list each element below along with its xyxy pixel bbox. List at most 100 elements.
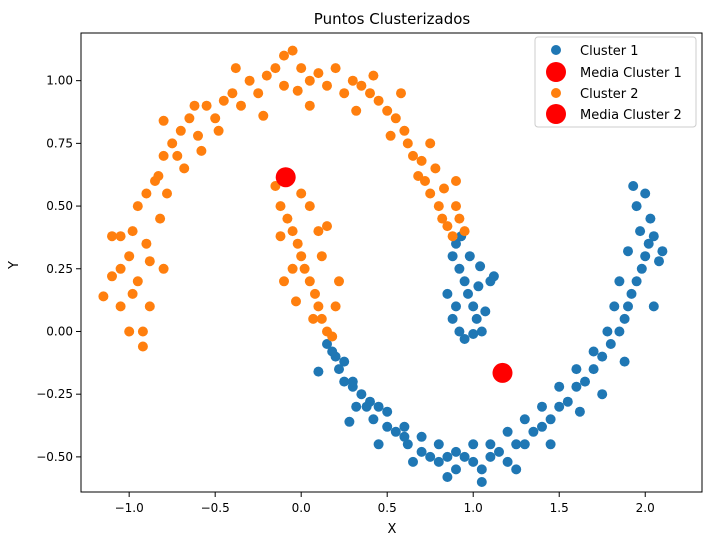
legend-label-cluster1: Cluster 1 <box>580 44 639 59</box>
data-point-cluster2 <box>132 276 143 287</box>
data-point-cluster2 <box>430 163 441 174</box>
data-point-cluster2 <box>310 288 320 299</box>
data-point-cluster2 <box>201 100 212 111</box>
data-point-cluster1 <box>464 251 475 262</box>
y-tick-label: 0.75 <box>46 136 73 150</box>
data-point-cluster1 <box>537 421 547 432</box>
legend-label-mean1: Media Cluster 1 <box>580 66 682 81</box>
data-point-cluster1 <box>519 414 530 425</box>
data-point-cluster2 <box>322 80 332 91</box>
data-point-cluster2 <box>316 251 327 262</box>
data-point-cluster1 <box>433 439 444 450</box>
data-point-cluster2 <box>115 301 126 312</box>
data-point-cluster2 <box>368 70 379 81</box>
data-point-cluster2 <box>172 150 183 161</box>
data-point-cluster1 <box>580 376 590 387</box>
x-axis-label: X <box>388 522 397 537</box>
data-point-cluster2 <box>413 171 424 181</box>
data-point-cluster2 <box>425 188 436 199</box>
data-point-cluster1 <box>468 439 479 450</box>
data-point-cluster1 <box>588 346 599 357</box>
data-point-cluster2 <box>291 296 301 307</box>
data-point-cluster1 <box>373 401 384 412</box>
data-point-cluster2 <box>213 125 224 136</box>
data-point-cluster1 <box>519 439 530 450</box>
data-point-cluster2 <box>230 63 241 74</box>
data-point-cluster2 <box>382 105 393 116</box>
legend-label-mean2: Media Cluster 2 <box>580 108 682 123</box>
y-tick-label: −0.50 <box>36 450 73 464</box>
data-point-cluster2 <box>330 63 341 74</box>
data-point-cluster2 <box>270 181 281 191</box>
data-point-cluster1 <box>623 301 633 312</box>
y-tick-label: −0.25 <box>36 387 73 401</box>
data-point-cluster1 <box>645 213 656 224</box>
data-point-cluster1 <box>502 456 513 467</box>
data-point-cluster2 <box>433 201 444 212</box>
x-tick-label: 1.5 <box>550 501 569 515</box>
data-point-cluster2 <box>454 213 465 224</box>
data-point-cluster1 <box>382 406 393 417</box>
data-point-cluster2 <box>296 63 307 74</box>
data-point-cluster1 <box>480 306 491 317</box>
data-point-cluster2 <box>390 113 401 124</box>
data-point-cluster1 <box>494 446 504 457</box>
data-point-cluster2 <box>144 256 155 267</box>
y-tick-label: 0.25 <box>46 262 73 276</box>
data-point-cluster1 <box>313 366 324 377</box>
data-point-cluster1 <box>554 401 565 412</box>
data-point-cluster2 <box>292 85 303 96</box>
data-point-cluster2 <box>282 213 293 224</box>
data-point-cluster2 <box>179 163 190 174</box>
data-point-cluster1 <box>623 246 633 257</box>
data-point-cluster1 <box>636 263 647 274</box>
data-point-cluster1 <box>574 406 585 417</box>
data-point-cluster2 <box>258 110 269 121</box>
data-point-cluster2 <box>132 201 143 212</box>
data-point-cluster1 <box>643 238 654 249</box>
data-point-cluster2 <box>137 341 148 352</box>
data-point-cluster2 <box>425 138 436 149</box>
data-point-cluster2 <box>459 226 470 237</box>
data-point-cluster1 <box>657 246 668 257</box>
data-point-cluster1 <box>571 364 582 375</box>
data-point-cluster2 <box>296 251 307 262</box>
data-point-cluster2 <box>107 231 117 242</box>
data-point-cluster2 <box>322 221 332 232</box>
data-point-cluster2 <box>279 50 289 61</box>
y-tick-label: 0.50 <box>46 199 73 213</box>
data-point-cluster1 <box>648 231 659 242</box>
data-point-cluster2 <box>351 105 362 116</box>
x-tick-label: 0.0 <box>292 501 311 515</box>
data-point-cluster2 <box>316 313 327 324</box>
data-point-cluster1 <box>322 339 332 349</box>
data-point-cluster2 <box>162 188 172 199</box>
data-point-cluster1 <box>459 451 470 462</box>
data-point-cluster1 <box>635 226 646 237</box>
data-point-cluster1 <box>425 451 436 462</box>
data-point-cluster1 <box>339 356 350 367</box>
data-point-cluster1 <box>511 464 522 475</box>
data-point-cluster1 <box>485 439 496 450</box>
data-point-cluster1 <box>351 401 362 412</box>
data-point-cluster1 <box>451 238 461 249</box>
data-point-cluster2 <box>193 130 203 141</box>
data-point-cluster1 <box>451 301 461 312</box>
data-point-cluster1 <box>373 439 384 450</box>
y-axis-ticks: −0.50 −0.25 0.00 0.25 0.50 0.75 1.00 <box>36 74 81 464</box>
data-point-cluster2 <box>189 100 200 111</box>
data-point-cluster2 <box>451 201 461 212</box>
x-tick-label: 2.0 <box>636 501 655 515</box>
data-point-cluster2 <box>253 88 264 99</box>
data-point-cluster1 <box>327 346 338 357</box>
data-point-cluster2 <box>279 276 289 287</box>
data-point-cluster2 <box>304 100 315 111</box>
data-point-cluster1 <box>537 401 547 412</box>
data-point-cluster2 <box>270 63 281 74</box>
data-point-cluster1 <box>571 381 582 392</box>
legend-label-cluster2: Cluster 2 <box>580 87 639 102</box>
data-point-cluster1 <box>588 364 599 375</box>
data-point-cluster2 <box>299 263 310 274</box>
data-point-cluster1 <box>614 276 625 287</box>
data-point-cluster1 <box>468 301 479 312</box>
